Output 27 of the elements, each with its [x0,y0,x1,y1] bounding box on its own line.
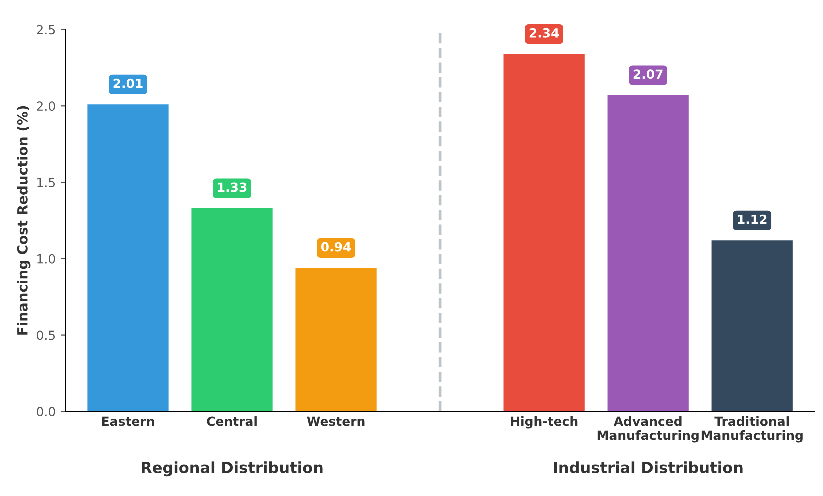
x-tick-label: Traditional Manufacturing [702,416,803,443]
data-label: 1.12 [738,214,767,224]
bar [608,95,689,412]
y-tick-label: 1.5 [38,178,56,188]
x-tick-label: Western [307,416,365,426]
data-label: 2.34 [530,28,560,38]
y-tick-label: 2.0 [37,102,56,112]
text: Regional Distribution [142,462,323,477]
data-label: 2.01 [114,78,143,88]
bar [504,54,585,412]
x-tick-label: Central [207,416,257,426]
text: Industrial Distribution [554,462,743,474]
y-axis-title: Financing Cost Reduction (%) [17,106,31,335]
bar [192,208,273,412]
data-label: 2.07 [634,70,663,80]
x-tick-label: Eastern [102,416,154,426]
bar [88,104,169,412]
data-label: 0.94 [321,242,352,252]
x-tick-label: Advanced Manufacturing [598,416,699,443]
y-tick-label: 0.5 [37,330,56,340]
data-label: 1.33 [218,182,247,192]
bar [712,240,793,412]
bar [296,268,377,412]
y-tick-label: 1.0 [38,254,56,264]
y-tick-label: 2.5 [37,25,56,35]
x-tick-label: High-tech [511,416,578,429]
y-tick-label: 0.0 [37,407,56,417]
